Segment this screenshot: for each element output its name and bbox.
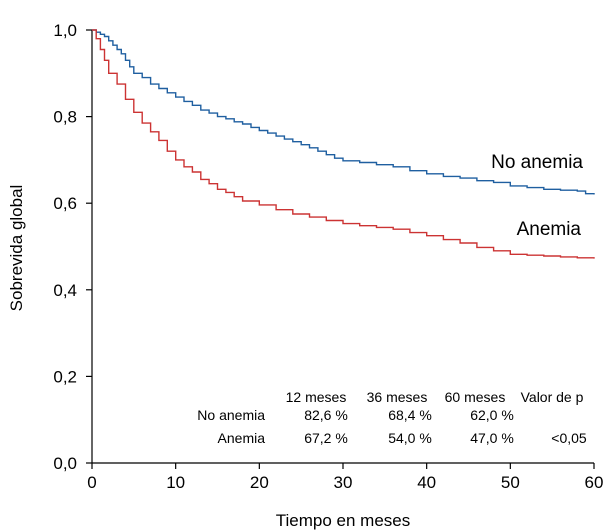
curves: [92, 29, 595, 259]
table-header-p: Valor de p: [521, 389, 584, 405]
x-tick-label: 30: [334, 473, 353, 492]
y-axis-title: Sobrevida global: [7, 185, 26, 312]
survival-curve-no-anemia: [92, 29, 595, 195]
table-row-label-anemia: Anemia: [218, 430, 266, 446]
x-tick-label: 50: [501, 473, 520, 492]
table-cell: 68,4 %: [388, 407, 432, 423]
survival-table: 12 meses 36 meses 60 meses Valor de p No…: [197, 389, 587, 446]
y-tick-label: 0,6: [53, 194, 77, 213]
y-tick-label: 0,4: [53, 281, 77, 300]
table-cell: 67,2 %: [304, 430, 348, 446]
y-tick-label: 1,0: [53, 21, 77, 40]
x-tick-label: 0: [87, 473, 96, 492]
y-tick-label: 0,0: [53, 454, 77, 473]
table-row-label-no-anemia: No anemia: [197, 407, 265, 423]
x-tick-label: 10: [166, 473, 185, 492]
table-cell-p-value: <0,05: [551, 430, 587, 446]
table-header-60: 60 meses: [445, 389, 506, 405]
table-header-12: 12 meses: [286, 389, 347, 405]
series-label-anemia: Anemia: [517, 219, 582, 240]
table-cell: 54,0 %: [388, 430, 432, 446]
x-tick-label: 40: [417, 473, 436, 492]
x-tick-label: 20: [250, 473, 269, 492]
y-tick-label: 0,2: [53, 367, 77, 386]
x-tick-label: 60: [585, 473, 604, 492]
y-tick-label: 0,8: [53, 108, 77, 127]
table-cell: 82,6 %: [304, 407, 348, 423]
table-cell: 62,0 %: [470, 407, 514, 423]
series-label-no-anemia: No anemia: [491, 152, 583, 173]
ticks: 0 10 20 30 40 50 60 0,0 0,2 0,4 0,6 0,8 1,0: [53, 21, 603, 492]
table-cell: 47,0 %: [470, 430, 514, 446]
x-axis-title: Tiempo en meses: [276, 511, 410, 530]
table-header-36: 36 meses: [367, 389, 428, 405]
survival-curve-anemia: [92, 29, 595, 259]
